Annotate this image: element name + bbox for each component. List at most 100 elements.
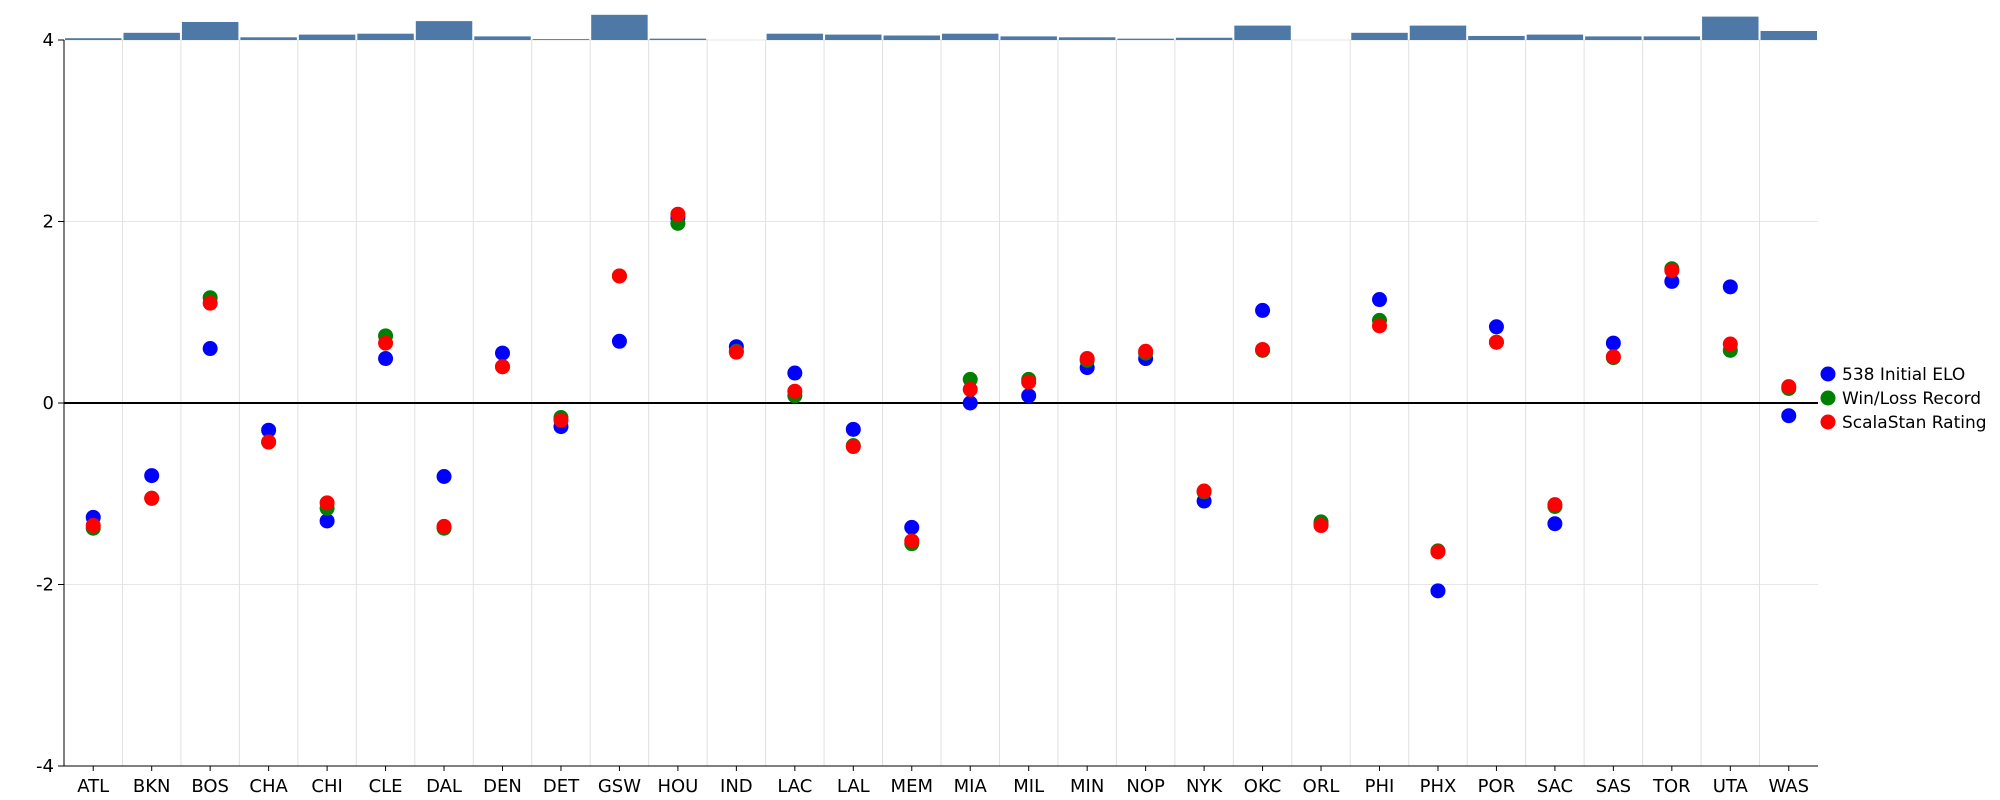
data-point <box>202 341 218 357</box>
legend-marker <box>1820 414 1836 430</box>
data-point <box>144 468 160 484</box>
x-tick-label: GSW <box>598 776 641 797</box>
x-tick-label: BOS <box>191 776 229 797</box>
x-tick-label: DET <box>543 776 580 797</box>
top-bar <box>357 33 414 40</box>
data-point <box>202 295 218 311</box>
x-tick-label: MIA <box>954 776 988 797</box>
data-point <box>1605 349 1621 365</box>
data-point <box>787 383 803 399</box>
top-bar <box>1409 25 1467 40</box>
y-tick-label: 4 <box>43 30 54 51</box>
data-point <box>1372 318 1387 334</box>
top-bars <box>65 14 1817 41</box>
top-bar <box>1117 38 1174 40</box>
data-point <box>728 344 744 360</box>
data-point <box>85 518 101 534</box>
top-bar <box>1351 32 1408 40</box>
data-point <box>611 268 627 284</box>
data-point <box>904 533 920 549</box>
data-point <box>1722 336 1738 352</box>
data-point <box>1547 497 1563 513</box>
data-point <box>1021 374 1037 390</box>
data-point <box>261 434 277 450</box>
legend-marker <box>1820 366 1836 382</box>
data-point <box>1430 583 1446 599</box>
top-bar <box>942 33 999 40</box>
data-point <box>845 421 861 437</box>
y-tick-label: -2 <box>36 575 54 596</box>
data-point <box>1079 351 1095 367</box>
data-point <box>1488 334 1504 350</box>
data-point <box>1430 544 1446 560</box>
x-tick-label: CLE <box>369 776 403 797</box>
data-point <box>1196 483 1212 499</box>
top-bar <box>181 22 239 40</box>
data-point <box>611 333 627 349</box>
top-bar <box>1058 37 1116 40</box>
top-bar <box>1526 34 1584 40</box>
data-point <box>1605 335 1621 351</box>
data-point <box>1313 518 1329 534</box>
top-bar <box>123 32 180 40</box>
x-tick-label: MIN <box>1070 776 1104 797</box>
data-point <box>1664 263 1680 279</box>
x-tick-label: DEN <box>483 776 522 797</box>
x-tick-label: PHX <box>1420 776 1457 797</box>
top-bar <box>1468 35 1525 40</box>
data-point <box>495 359 510 375</box>
x-tick-label: NOP <box>1126 776 1165 797</box>
top-bar <box>298 34 356 40</box>
x-tick-label: SAC <box>1537 776 1573 797</box>
x-tick-label: UTA <box>1713 776 1749 797</box>
top-bar <box>766 33 824 40</box>
x-tick-label: IND <box>720 776 753 797</box>
data-point <box>319 495 335 511</box>
x-tick-label: DAL <box>426 776 462 797</box>
data-point <box>1664 273 1680 289</box>
data-point <box>670 206 686 222</box>
legend-entry: 538 Initial ELO <box>1842 365 1965 385</box>
data-point <box>1372 292 1387 308</box>
x-tick-label: CHA <box>249 776 288 797</box>
top-bar <box>474 36 531 40</box>
x-tick-label: BKN <box>133 776 171 797</box>
data-point <box>845 439 861 455</box>
data-point <box>553 412 569 428</box>
top-bar <box>825 34 882 40</box>
top-bar <box>1760 31 1817 40</box>
data-point <box>1547 516 1563 532</box>
data-point <box>962 381 978 397</box>
data-point <box>436 469 452 485</box>
data-point <box>261 422 277 438</box>
top-bar <box>883 35 940 40</box>
top-bar <box>532 39 590 40</box>
data-point <box>787 365 803 381</box>
data-point <box>1781 408 1797 424</box>
data-point <box>1255 341 1271 357</box>
x-tick-label: NYK <box>1186 776 1223 797</box>
x-tick-label: OKC <box>1244 776 1282 797</box>
x-tick-label: HOU <box>657 776 698 797</box>
data-point <box>436 518 452 534</box>
x-tick-label: MIL <box>1013 776 1044 797</box>
x-tick-label: MEM <box>891 776 933 797</box>
data-points <box>85 206 1797 599</box>
top-bar <box>415 21 473 40</box>
data-point <box>1488 319 1504 335</box>
data-point <box>495 345 510 361</box>
top-bar <box>1585 36 1642 40</box>
axes: 4 2 0 -2 -4 ATL BKN BOS CHA CHI CLE DAL DEN DET GSW HOU… <box>36 30 1818 797</box>
data-point <box>904 519 920 535</box>
top-bar <box>240 37 297 40</box>
data-point <box>1781 379 1797 395</box>
y-tick-label: -4 <box>36 756 54 777</box>
data-point <box>1138 343 1154 359</box>
data-point <box>378 335 394 351</box>
legend-marker <box>1820 390 1836 406</box>
top-bar <box>1175 37 1233 40</box>
legend-entry: ScalaStan Rating <box>1842 413 1987 433</box>
x-tick-label: ATL <box>77 776 109 797</box>
x-tick-label: POR <box>1478 776 1516 797</box>
